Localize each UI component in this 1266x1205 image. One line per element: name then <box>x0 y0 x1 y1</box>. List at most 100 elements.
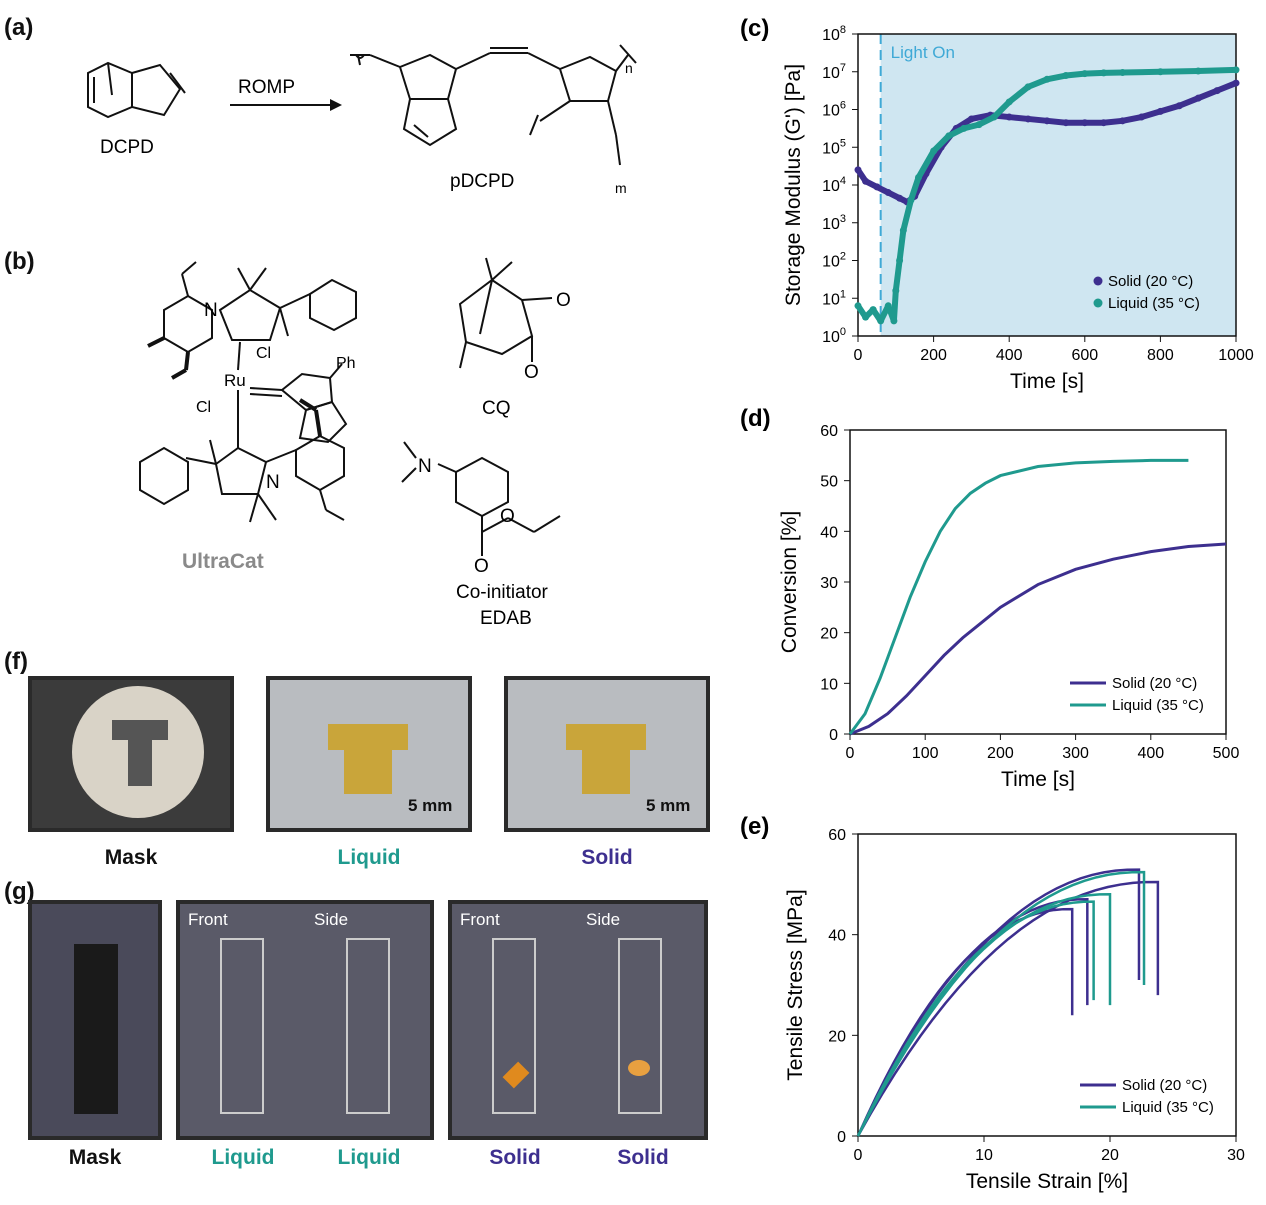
data-point-c <box>896 257 904 264</box>
g-caption-solid-front: Solid <box>489 1146 541 1169</box>
y-axis-label-d: Conversion [%] <box>778 511 801 653</box>
dcpd-structure <box>87 61 186 119</box>
y-tick-label-d: 10 <box>820 676 838 693</box>
x-axis-label-c: Time [s] <box>1010 370 1084 393</box>
x-tick-label-e: 30 <box>1227 1147 1245 1164</box>
data-point-c <box>1005 113 1013 121</box>
data-point-c <box>884 189 892 197</box>
data-point-c <box>1156 107 1164 115</box>
data-point-c <box>1119 117 1127 125</box>
x-axis-label-e: Tensile Strain [%] <box>966 1170 1128 1193</box>
data-point-c <box>930 147 938 155</box>
data-point-c <box>873 183 881 191</box>
liquid-cuvette-photo: Front Side <box>176 900 434 1140</box>
y-tick-label-c: 104 <box>822 175 846 195</box>
y-tick-label-c: 105 <box>822 137 846 157</box>
data-point-c <box>907 196 915 204</box>
coinitiator-label: Co-initiator <box>456 582 549 603</box>
data-point-c <box>1175 102 1183 110</box>
tensile-curve-liquid <box>856 870 1146 1137</box>
chart-tensile: (e) 0 10 20 30 0 20 40 60 Tensile Strain [%] Tensi… <box>740 813 1245 1193</box>
x-tick-label-c: 600 <box>1071 347 1098 364</box>
light-on-region <box>880 34 1236 336</box>
y-tick-label-d: 40 <box>820 524 838 541</box>
ru-atom: Ru <box>224 371 246 390</box>
data-point-c <box>1100 119 1108 127</box>
x-tick-label-d: 100 <box>912 745 939 762</box>
data-point-c <box>945 132 953 140</box>
y-tick-label-d: 60 <box>820 423 838 440</box>
data-point-c <box>890 317 898 325</box>
x-tick-label-d: 200 <box>987 745 1014 762</box>
ultracat-label: UltraCat <box>182 550 264 573</box>
y-tick-label-c: 106 <box>822 100 846 120</box>
y-tick-label-e: 20 <box>828 1028 846 1045</box>
n-atom-edab: N <box>418 456 432 477</box>
solid-front-label: Front <box>460 910 500 929</box>
tensile-curve-solid <box>856 868 1141 1137</box>
tensile-curve-solid <box>856 907 1074 1137</box>
x-tick-label-e: 10 <box>975 1147 993 1164</box>
cq-structure <box>458 257 553 369</box>
mask-cuvette-photo <box>28 900 162 1140</box>
legend-marker-c <box>1093 276 1103 286</box>
legend-label-d: Liquid (35 °C) <box>1112 697 1204 714</box>
scale-bar-liquid: 5 mm <box>408 796 453 815</box>
data-point-c <box>1081 119 1089 127</box>
dcpd-label: DCPD <box>100 137 154 158</box>
romp-scheme: DCPD ROMP n m pDCPD <box>87 44 637 196</box>
chart-storage-modulus: (c) Light On 0 200 400 600 800 1000 100 101 102 103… <box>740 15 1254 393</box>
y-axis-label-e: Tensile Stress [MPa] <box>784 889 807 1080</box>
subscript-m: m <box>615 180 627 196</box>
mask-photo <box>28 676 234 832</box>
y-tick-label-e: 60 <box>828 827 846 844</box>
cl-atom-1: Cl <box>256 345 271 362</box>
data-point-c <box>892 287 900 295</box>
legend-marker-c <box>1093 298 1103 308</box>
edab-label: EDAB <box>480 608 532 629</box>
data-point-c <box>1043 75 1051 83</box>
f-caption-solid: Solid <box>581 846 633 869</box>
data-point-c <box>1081 70 1089 78</box>
data-point-c <box>967 115 975 123</box>
y-tick-label-d: 20 <box>820 626 838 643</box>
tensile-curve-solid <box>856 897 1089 1137</box>
y-tick-label-c: 107 <box>822 62 846 82</box>
cl-atom-2: Cl <box>196 399 211 416</box>
g-caption-liquid-front: Liquid <box>211 1146 275 1169</box>
pdcpd-structure <box>350 44 637 166</box>
pdcpd-label: pDCPD <box>450 171 514 192</box>
data-point-c <box>862 313 870 321</box>
data-point-c <box>1062 72 1070 80</box>
g-caption-liquid-side: Liquid <box>337 1146 401 1169</box>
data-point-c <box>899 226 907 234</box>
panel-f-label: (f) <box>4 648 28 675</box>
x-tick-label-d: 400 <box>1137 745 1164 762</box>
n-atom-2: N <box>266 472 280 493</box>
x-tick-label-d: 300 <box>1062 745 1089 762</box>
x-tick-label-c: 0 <box>854 347 863 364</box>
o-atom-cq-1: O <box>556 290 571 311</box>
data-point-c <box>877 317 885 325</box>
x-tick-label-e: 20 <box>1101 1147 1119 1164</box>
ph-group: Ph <box>336 355 356 372</box>
data-point-c <box>1119 69 1127 77</box>
legend-label-c: Solid (20 °C) <box>1108 273 1193 290</box>
n-atom-1: N <box>204 300 218 321</box>
subscript-n: n <box>625 60 633 76</box>
data-point-c <box>1024 115 1032 123</box>
ultracat-structure <box>139 261 357 523</box>
x-tick-label-c: 200 <box>920 347 947 364</box>
tensile-curve-liquid <box>856 900 1095 1137</box>
x-tick-label-c: 400 <box>996 347 1023 364</box>
solid-cuvette-photo: Front Side <box>448 900 708 1140</box>
y-tick-label-c: 102 <box>822 251 846 271</box>
data-point-c <box>1232 66 1240 74</box>
data-point-c <box>1062 119 1070 127</box>
o-atom-edab-2: O <box>474 556 489 577</box>
legend-label-e: Solid (20 °C) <box>1122 1077 1207 1094</box>
chart-conversion: (d) 0 100 200 300 400 500 0 10 20 30 40 50 60 Time [s]… <box>740 405 1239 791</box>
panel-a-label: (a) <box>4 14 34 41</box>
x-axis-label-d: Time [s] <box>1001 768 1075 791</box>
data-point-c <box>1024 83 1032 91</box>
